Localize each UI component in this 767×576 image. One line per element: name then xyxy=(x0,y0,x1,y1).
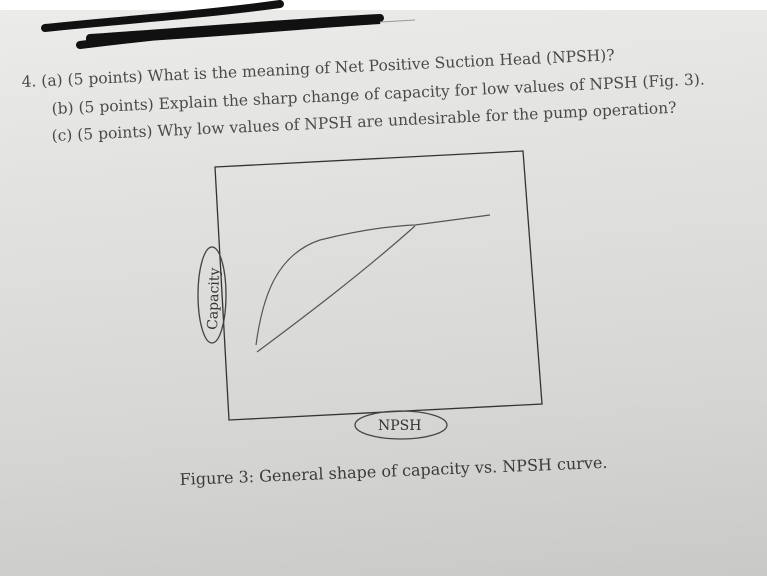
question-number: 4. xyxy=(21,72,37,91)
capacity-curve-upper xyxy=(255,214,491,346)
part-label: (a) xyxy=(40,71,64,91)
capacity-curve-lower xyxy=(256,225,416,353)
part-points: (5 points) xyxy=(78,95,155,117)
npsh-label-circle xyxy=(354,410,448,440)
capacity-label-circle xyxy=(197,246,227,344)
faint-line xyxy=(379,19,416,23)
part-points: (5 points) xyxy=(76,122,153,144)
part-label: (c) xyxy=(51,126,73,145)
redaction-scribble xyxy=(41,0,384,49)
figure-frame xyxy=(214,150,543,421)
y-axis-label: Capacity xyxy=(205,267,223,330)
top-margin xyxy=(0,0,767,10)
part-label: (b) xyxy=(51,99,75,118)
part-points: (5 points) xyxy=(67,67,144,89)
x-axis-label: NPSH xyxy=(378,418,421,434)
